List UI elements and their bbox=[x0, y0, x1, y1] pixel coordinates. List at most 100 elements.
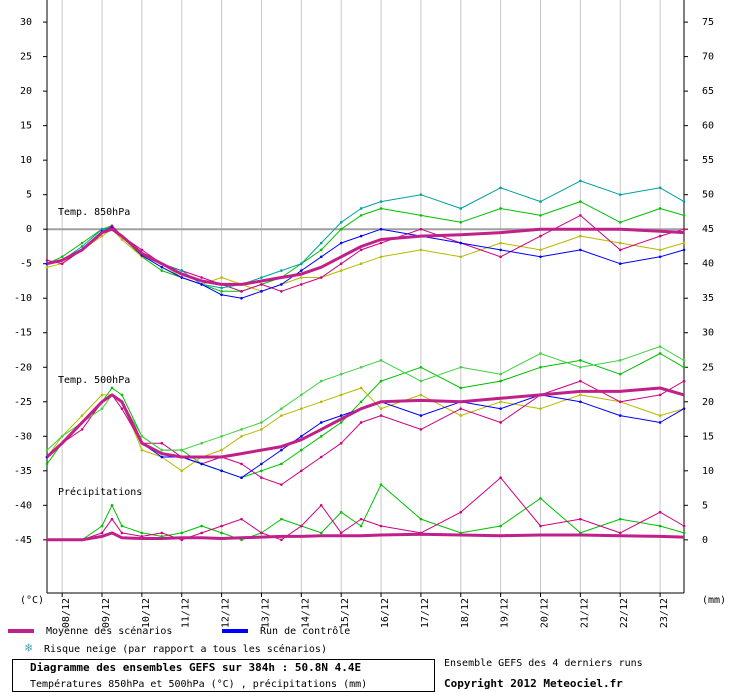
point bbox=[45, 265, 49, 269]
point bbox=[200, 531, 203, 535]
point bbox=[579, 248, 582, 252]
y2-axis-label: (mm) bbox=[702, 595, 726, 606]
point bbox=[100, 407, 104, 410]
point bbox=[618, 241, 622, 245]
point bbox=[300, 407, 303, 410]
point bbox=[618, 262, 622, 266]
point bbox=[220, 531, 223, 535]
point bbox=[618, 193, 622, 196]
point bbox=[339, 393, 343, 397]
point bbox=[339, 227, 343, 231]
point bbox=[300, 262, 303, 266]
point bbox=[140, 448, 144, 452]
point bbox=[100, 393, 104, 397]
point bbox=[45, 448, 49, 452]
point bbox=[339, 262, 343, 266]
point bbox=[658, 393, 662, 397]
point bbox=[180, 469, 184, 473]
x-tick-label: 09/12 bbox=[101, 598, 112, 628]
point bbox=[579, 365, 582, 369]
point bbox=[100, 524, 104, 528]
y2-tick-label: 0 bbox=[702, 535, 708, 546]
point bbox=[280, 283, 283, 286]
x-tick-label: 21/12 bbox=[579, 598, 590, 628]
point bbox=[618, 517, 622, 521]
point bbox=[300, 524, 303, 528]
y-axis-label: (°C) bbox=[20, 595, 44, 606]
point bbox=[220, 290, 223, 293]
point bbox=[60, 255, 64, 259]
point bbox=[110, 224, 114, 228]
y-tick-label: 5 bbox=[26, 190, 32, 201]
point bbox=[260, 531, 263, 535]
x-tick-label: 13/12 bbox=[260, 598, 271, 628]
point bbox=[539, 497, 542, 500]
point bbox=[319, 504, 323, 507]
point bbox=[120, 531, 124, 535]
point bbox=[240, 296, 243, 300]
point bbox=[300, 393, 303, 397]
point bbox=[45, 462, 49, 466]
y-tick-label: -35 bbox=[14, 466, 32, 477]
point bbox=[658, 234, 662, 238]
point bbox=[280, 462, 283, 466]
point bbox=[499, 421, 502, 424]
point bbox=[180, 269, 184, 272]
point bbox=[539, 407, 542, 410]
footer-runs: Ensemble GEFS des 4 derniers runs bbox=[444, 658, 643, 669]
point bbox=[658, 421, 662, 424]
point bbox=[319, 255, 323, 259]
point bbox=[240, 462, 243, 466]
legend-label: Moyenne des scénarios bbox=[46, 625, 172, 637]
point bbox=[359, 207, 363, 210]
point bbox=[459, 386, 463, 390]
point bbox=[359, 365, 363, 369]
point bbox=[339, 531, 343, 535]
point bbox=[682, 407, 686, 410]
point bbox=[499, 400, 502, 404]
series-line bbox=[45, 386, 685, 459]
series-line bbox=[46, 227, 685, 286]
point bbox=[658, 248, 662, 252]
legend-label: Run de contrôle bbox=[260, 625, 350, 637]
point bbox=[379, 255, 383, 259]
point bbox=[379, 200, 383, 203]
point bbox=[658, 510, 662, 514]
point bbox=[682, 531, 686, 535]
point bbox=[260, 283, 263, 286]
plot: 08/12 09/12 10/12 11/12 12/12 13/12 14/12 15/12… bbox=[14, 0, 714, 628]
point bbox=[379, 414, 383, 417]
point bbox=[200, 524, 203, 528]
point bbox=[280, 538, 283, 542]
point bbox=[180, 448, 184, 452]
point bbox=[240, 428, 243, 431]
point bbox=[579, 179, 582, 183]
point bbox=[682, 379, 686, 383]
y-tick-label: -20 bbox=[14, 362, 32, 373]
y2-tick-label: 5 bbox=[702, 500, 708, 511]
point bbox=[260, 428, 263, 431]
point bbox=[459, 510, 463, 514]
point bbox=[240, 476, 243, 480]
point bbox=[160, 531, 164, 535]
point bbox=[80, 414, 84, 417]
point bbox=[160, 441, 164, 445]
point bbox=[100, 227, 104, 231]
point bbox=[319, 421, 323, 424]
point bbox=[160, 269, 164, 272]
point bbox=[120, 524, 124, 528]
point bbox=[539, 255, 542, 259]
point bbox=[579, 517, 582, 521]
point bbox=[379, 379, 383, 383]
point bbox=[499, 476, 502, 480]
point bbox=[339, 241, 343, 245]
point bbox=[260, 276, 263, 279]
point bbox=[80, 428, 84, 431]
point bbox=[100, 531, 104, 535]
point bbox=[220, 276, 223, 279]
y2-tick-label: 65 bbox=[702, 86, 714, 97]
point bbox=[339, 372, 343, 376]
point bbox=[200, 441, 203, 445]
point bbox=[499, 207, 502, 210]
